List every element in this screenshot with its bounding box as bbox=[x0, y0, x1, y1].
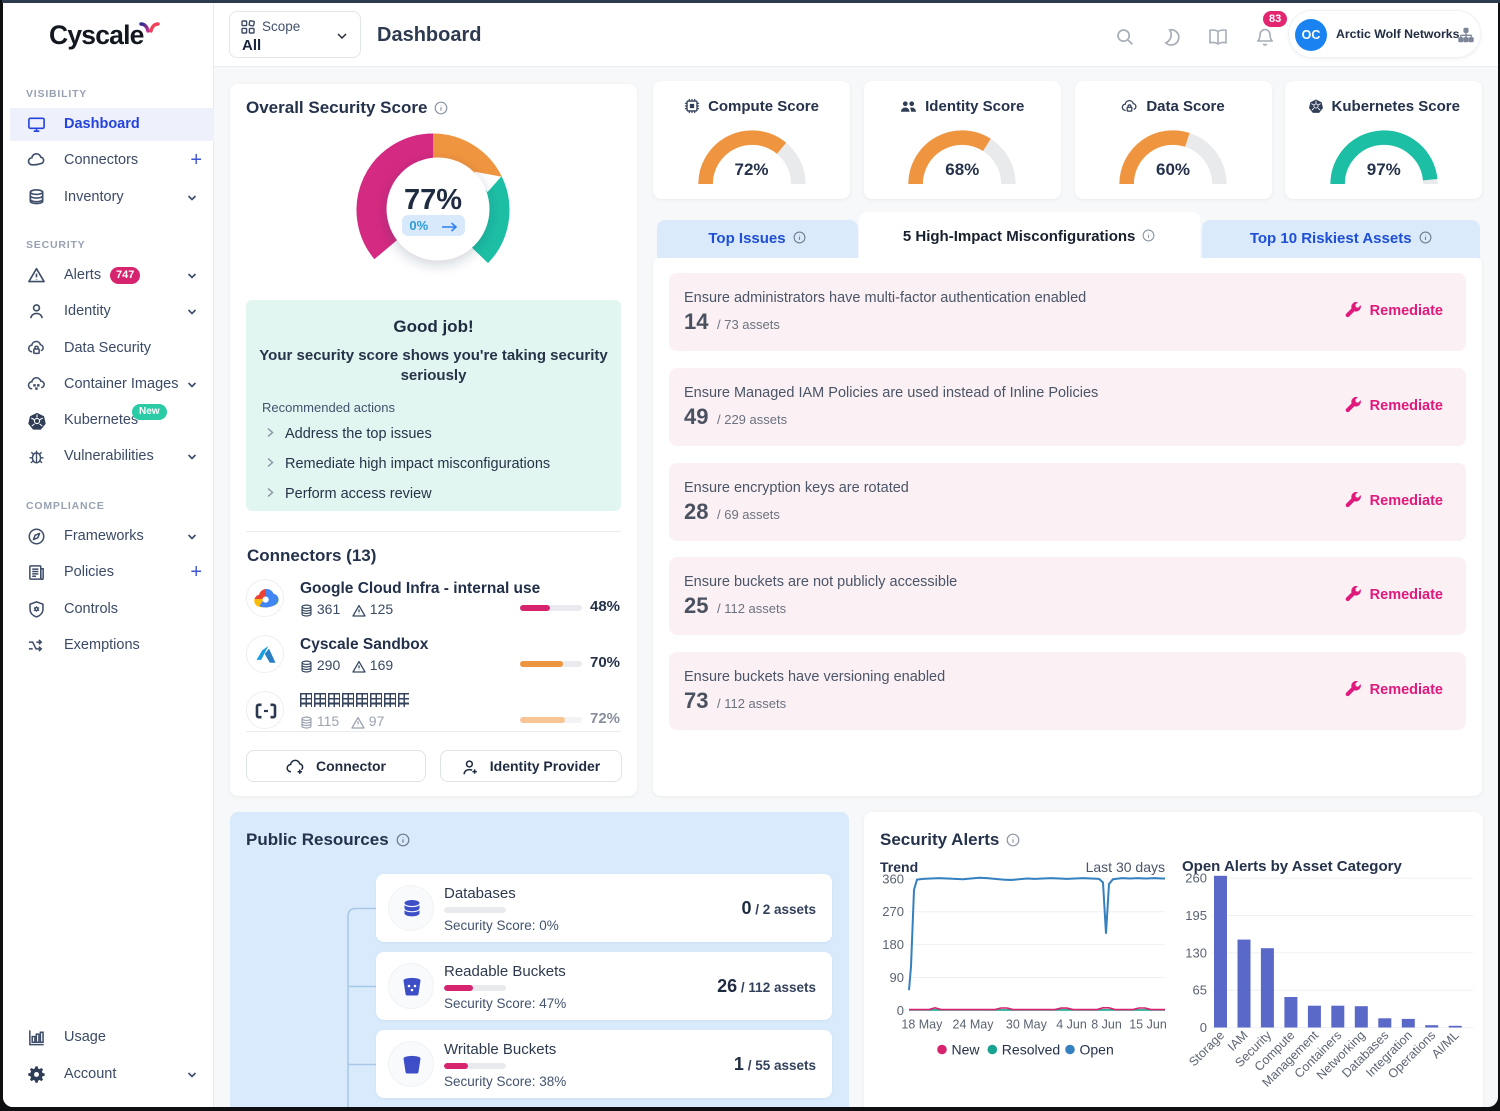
svg-text:18 May: 18 May bbox=[901, 1018, 943, 1032]
svg-text:Resolved: Resolved bbox=[1002, 1041, 1060, 1057]
svg-text:Open: Open bbox=[1080, 1041, 1114, 1057]
svg-text:65: 65 bbox=[1193, 983, 1207, 998]
svg-text:90: 90 bbox=[890, 970, 904, 985]
svg-text:8 Jun: 8 Jun bbox=[1091, 1018, 1122, 1032]
svg-text:195: 195 bbox=[1185, 908, 1207, 923]
svg-text:New: New bbox=[952, 1041, 981, 1057]
svg-text:15 Jun: 15 Jun bbox=[1129, 1018, 1167, 1032]
svg-text:30 May: 30 May bbox=[1006, 1018, 1048, 1032]
svg-text:180: 180 bbox=[882, 937, 904, 952]
svg-text:AI/ML: AI/ML bbox=[1429, 1028, 1462, 1061]
svg-text:130: 130 bbox=[1185, 945, 1207, 960]
svg-text:24 May: 24 May bbox=[953, 1018, 995, 1032]
svg-text:360: 360 bbox=[882, 871, 904, 886]
svg-text:4 Jun: 4 Jun bbox=[1056, 1018, 1087, 1032]
svg-text:0: 0 bbox=[1200, 1020, 1207, 1035]
svg-text:0: 0 bbox=[897, 1003, 904, 1018]
svg-text:260: 260 bbox=[1185, 871, 1207, 886]
svg-text:270: 270 bbox=[882, 904, 904, 919]
